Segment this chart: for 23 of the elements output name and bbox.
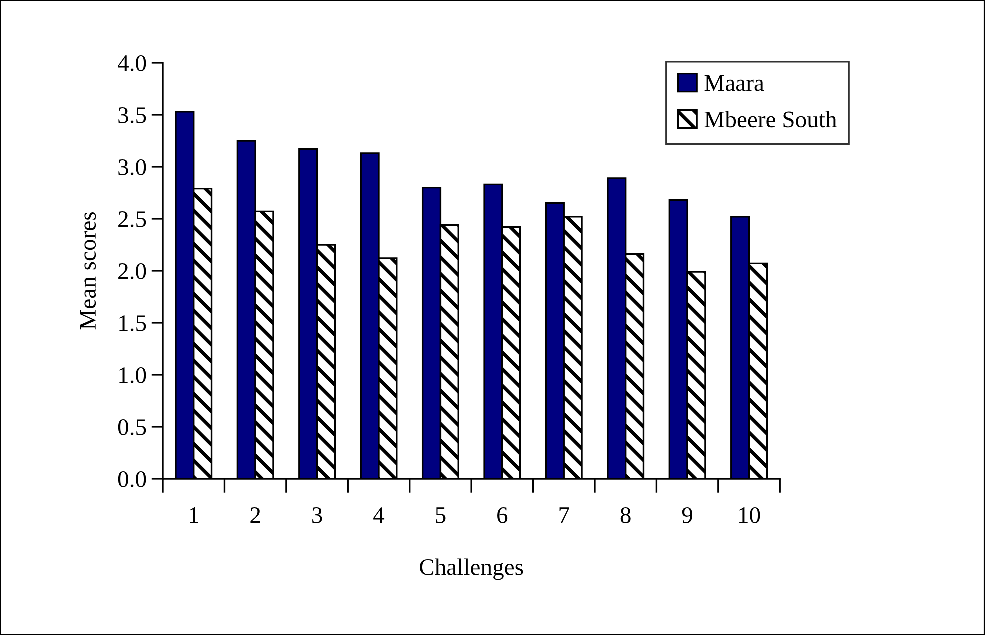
x-tick-label: 9 <box>682 508 692 524</box>
y-tick-label: 1.5 <box>120 316 146 332</box>
x-tick-label: 3 <box>312 508 322 524</box>
y-tick-label: 2.0 <box>118 263 146 280</box>
y-tick-label: 0.5 <box>118 419 146 436</box>
x-tick-label: 1 <box>190 508 198 524</box>
x-tick-label: 4 <box>374 508 385 524</box>
x-axis-title: Challenges <box>420 558 524 580</box>
y-tick-label: 3.5 <box>118 108 146 124</box>
legend-label: Maara <box>704 76 764 92</box>
x-tick-label: 2 <box>250 508 260 524</box>
x-tick-label: 5 <box>436 508 446 524</box>
y-tick-label: 4.0 <box>118 55 146 72</box>
y-tick-label: 0.0 <box>118 471 146 488</box>
y-axis-title: Mean scores <box>80 212 96 330</box>
x-tick-label: 7 <box>560 508 570 524</box>
legend-label: Mbeere South <box>704 111 837 128</box>
x-tick-label: 8 <box>620 507 631 524</box>
y-tick-label: 3.0 <box>118 159 146 176</box>
y-tick-label: 2.5 <box>118 212 146 228</box>
y-tick-label: 1.0 <box>120 367 146 384</box>
x-tick-label: 6 <box>498 508 508 524</box>
x-tick-label: 10 <box>740 507 760 524</box>
